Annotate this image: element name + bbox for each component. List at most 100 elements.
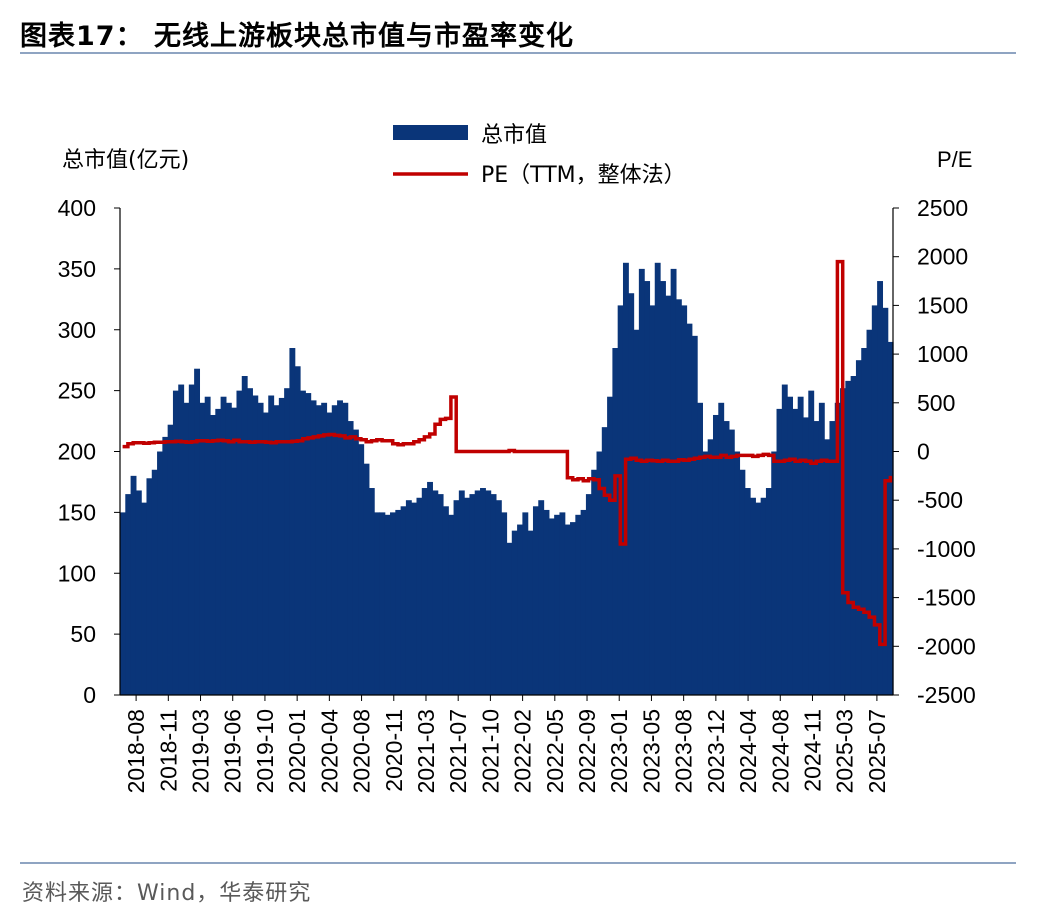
market-cap-bar (368, 488, 375, 695)
x-tick-label: 2018-08 (123, 709, 149, 793)
legend-label-market-cap: 总市值 (481, 123, 547, 148)
right-tick-label: -2500 (917, 682, 976, 708)
market-cap-bar (416, 497, 423, 695)
market-cap-bar (458, 490, 465, 695)
market-cap-bar (194, 368, 201, 695)
right-tick-label: 2500 (917, 195, 968, 221)
market-cap-bar (612, 348, 619, 695)
market-cap-bar (707, 439, 714, 695)
market-cap-bar (845, 380, 852, 695)
right-tick-label: 1000 (917, 341, 968, 367)
left-tick-label: 200 (58, 439, 96, 465)
left-tick-label: 300 (58, 317, 96, 343)
market-cap-bar (310, 400, 317, 695)
market-cap-bar (337, 400, 343, 695)
market-cap-bar (855, 360, 862, 695)
x-tick-label: 2023-08 (671, 709, 697, 793)
market-cap-bar (363, 463, 370, 695)
market-cap-bar (697, 402, 703, 695)
market-cap-bar (554, 514, 561, 695)
x-tick-label: 2024-04 (735, 709, 761, 794)
left-tick-label: 150 (58, 499, 96, 525)
market-cap-bar (506, 542, 513, 695)
market-cap-bar (723, 421, 730, 695)
market-cap-bar (877, 281, 884, 695)
market-cap-bar (570, 522, 576, 695)
right-tick-label: 2000 (917, 244, 968, 270)
market-cap-bar (273, 405, 280, 695)
market-cap-bar (501, 512, 508, 696)
market-cap-bar (702, 451, 709, 695)
market-cap-bar (649, 305, 656, 695)
market-cap-bar (607, 396, 613, 695)
x-tick-label: 2024-11 (799, 709, 825, 792)
x-tick-label: 2020-11 (381, 709, 407, 792)
market-cap-bar (183, 402, 190, 695)
market-cap-bar (215, 408, 222, 695)
market-cap-bar (887, 341, 894, 695)
right-axis-title: P/E (937, 147, 972, 172)
market-cap-bar (252, 395, 259, 695)
market-cap-bar (300, 390, 306, 696)
market-cap-bar (204, 396, 211, 695)
market-cap-bar (744, 488, 751, 695)
market-cap-bar (802, 417, 809, 695)
right-tick-label: -1000 (917, 536, 976, 562)
market-cap-bar (437, 494, 444, 695)
x-tick-label: 2018-11 (155, 709, 181, 792)
market-cap-bar (374, 512, 381, 696)
market-cap-bar (532, 506, 539, 695)
legend: 总市值 PE（TTM，整体法） (393, 123, 686, 188)
market-cap-bar (739, 469, 746, 695)
right-tick-label: -500 (917, 487, 963, 513)
market-cap-bar (548, 518, 555, 695)
market-cap-bar (829, 421, 836, 695)
market-cap-bar (321, 402, 328, 695)
market-cap-bar (871, 305, 878, 695)
market-cap-bar (522, 512, 529, 696)
market-cap-bar (538, 500, 545, 695)
market-cap-bar (157, 451, 163, 695)
market-cap-bar (411, 502, 418, 695)
market-cap-bar (178, 384, 185, 695)
x-tick-label: 2020-08 (349, 709, 375, 793)
x-tick-label: 2022-05 (542, 709, 568, 793)
left-axis-title: 总市值(亿元) (62, 148, 189, 173)
market-cap-bar (818, 402, 825, 695)
market-cap-bar (352, 429, 359, 695)
x-tick-label: 2021-03 (413, 709, 439, 793)
market-cap-bar (453, 500, 460, 695)
x-tick-label: 2023-01 (606, 709, 632, 793)
market-cap-bar (162, 436, 169, 695)
market-cap-bar (490, 494, 497, 695)
market-cap-bar (379, 512, 386, 696)
market-cap-bar (432, 490, 439, 695)
market-cap-bar (421, 488, 428, 695)
market-cap-bar (464, 497, 471, 695)
market-cap-bar (241, 376, 248, 695)
market-cap-bar (220, 396, 227, 695)
market-cap-bar (712, 414, 719, 695)
pe-line-group (122, 259, 893, 647)
left-tick-label: 250 (58, 378, 96, 404)
market-cap-bar (146, 478, 153, 695)
x-tick-label: 2020-04 (316, 709, 342, 794)
market-cap-bar (776, 408, 783, 695)
market-cap-bar (151, 469, 158, 695)
market-cap-bar (268, 395, 275, 695)
market-cap-bar (675, 299, 682, 695)
market-cap-bar (792, 408, 799, 695)
market-cap-bar (231, 407, 238, 695)
figure-title: 图表17： 无线上游板块总市值与市盈率变化 (20, 21, 574, 52)
x-tick-label: 2025-07 (864, 709, 890, 793)
left-tick-label: 50 (70, 621, 96, 647)
x-tick-label: 2025-03 (832, 709, 858, 793)
market-cap-bar (787, 396, 793, 695)
axes (114, 207, 899, 701)
pe-line (122, 259, 893, 647)
left-tick-label: 100 (58, 560, 96, 586)
market-cap-bar (517, 524, 523, 695)
market-cap-bar (633, 329, 640, 695)
left-tick-label: 0 (83, 682, 96, 708)
